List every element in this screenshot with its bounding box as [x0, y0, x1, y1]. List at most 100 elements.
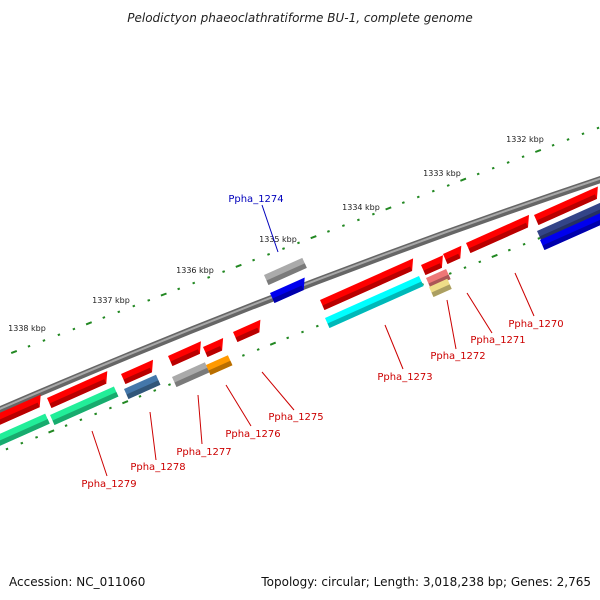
gene-features	[0, 186, 600, 446]
minor-tick	[57, 333, 61, 337]
gene-pink-1272[interactable]	[426, 269, 451, 288]
ruler-label-1334: 1334 kbp	[342, 203, 380, 212]
minor-tick	[256, 348, 260, 351]
gene-red-left[interactable]	[0, 394, 41, 425]
gene-ppha-1271[interactable]	[443, 245, 462, 264]
leader-ppha-1270	[514, 272, 535, 317]
genome-backbone	[0, 175, 600, 414]
minor-tick	[551, 143, 555, 147]
minor-tick	[72, 327, 76, 331]
minor-tick	[286, 336, 290, 340]
gene-yellow-1272[interactable]	[429, 278, 452, 297]
genome-summary-text: Topology: circular; Length: 3,018,238 bp…	[260, 575, 591, 589]
minor-tick	[117, 310, 121, 314]
minor-tick	[507, 248, 511, 252]
minor-tick	[596, 126, 600, 130]
minor-tick	[371, 212, 375, 216]
minor-tick	[20, 441, 24, 445]
minor-tick	[79, 418, 83, 422]
minor-tick	[64, 424, 68, 427]
major-tick	[269, 341, 277, 346]
minor-tick	[42, 339, 46, 342]
leader-ppha-1273	[384, 324, 404, 370]
gene-ppha-1279[interactable]	[47, 371, 108, 408]
gene-ppha-1276[interactable]	[203, 338, 224, 357]
minor-tick	[401, 201, 405, 205]
gene-label-ppha-1274[interactable]: Ppha_1274	[228, 194, 283, 205]
gene-label-ppha-1273[interactable]: Ppha_1273	[377, 372, 432, 383]
minor-tick	[356, 218, 360, 222]
ruler-label-1338: 1338 kbp	[8, 324, 46, 333]
gene-ppha-1273[interactable]	[320, 258, 414, 310]
gene-ppha-1270[interactable]	[466, 214, 529, 253]
minor-tick	[448, 272, 452, 275]
gene-label-ppha-1276[interactable]: Ppha_1276	[225, 429, 280, 440]
minor-tick	[168, 383, 171, 387]
major-tick	[10, 349, 18, 355]
gene-grey-1277[interactable]	[172, 362, 210, 387]
minor-tick	[5, 447, 9, 451]
minor-tick	[315, 324, 319, 328]
major-tick	[460, 177, 467, 182]
minor-tick	[132, 304, 136, 308]
gene-ppha-1272[interactable]	[421, 255, 443, 275]
map-title: Pelodictyon phaeoclathratiforme BU-1, co…	[127, 11, 473, 25]
gene-label-ppha-1271[interactable]: Ppha_1271	[470, 335, 525, 346]
minor-tick	[138, 394, 142, 398]
gene-label-ppha-1272[interactable]: Ppha_1272	[430, 351, 485, 362]
ruler-labels: 1332 kbp 1333 kbp 1334 kbp 1335 kbp 1336…	[8, 135, 544, 333]
outer-tick-track	[10, 126, 600, 355]
gene-labels: Ppha_1270 Ppha_1271 Ppha_1272 Ppha_1273 …	[81, 194, 563, 490]
ruler-label-1337: 1337 kbp	[92, 296, 130, 305]
minor-tick	[463, 266, 467, 270]
gene-label-ppha-1278[interactable]: Ppha_1278	[130, 462, 185, 473]
gene-ppha-1275[interactable]	[233, 319, 261, 342]
accession-text: Accession: NC_011060	[9, 575, 145, 589]
gene-steel-1278[interactable]	[124, 374, 161, 399]
minor-tick	[241, 354, 245, 357]
minor-tick	[177, 287, 181, 291]
ruler-label-1336: 1336 kbp	[176, 266, 214, 275]
minor-tick	[416, 195, 420, 199]
gene-cyan-1273[interactable]	[325, 276, 424, 328]
gene-ppha-1274-grey[interactable]	[264, 257, 307, 285]
gene-navy-right[interactable]	[537, 202, 600, 242]
leader-lines	[91, 204, 535, 477]
major-tick	[85, 321, 93, 326]
minor-tick	[431, 189, 435, 193]
major-tick	[160, 292, 167, 297]
minor-tick	[27, 344, 31, 348]
minor-tick	[102, 316, 106, 319]
minor-tick	[153, 389, 157, 392]
gene-blue-right[interactable]	[540, 212, 600, 250]
gene-ppha-1274-blue[interactable]	[270, 277, 305, 304]
minor-tick	[207, 275, 211, 279]
minor-tick	[282, 247, 286, 250]
leader-ppha-1279	[91, 430, 108, 477]
major-tick	[235, 263, 242, 268]
minor-tick	[341, 224, 345, 228]
gene-label-ppha-1279[interactable]: Ppha_1279	[81, 479, 136, 490]
leader-ppha-1272	[446, 299, 457, 350]
gene-label-ppha-1275[interactable]: Ppha_1275	[268, 412, 323, 423]
major-tick	[385, 206, 392, 211]
ruler-label-1335: 1335 kbp	[259, 235, 297, 244]
minor-tick	[267, 252, 271, 256]
minor-tick	[192, 281, 196, 285]
gene-red-right[interactable]	[534, 186, 598, 226]
gene-ppha-1278[interactable]	[121, 359, 153, 384]
leader-ppha-1276	[225, 384, 252, 427]
gene-ppha-1277[interactable]	[168, 341, 201, 366]
gene-green-1279[interactable]	[50, 386, 119, 426]
gene-label-ppha-1277[interactable]: Ppha_1277	[176, 447, 231, 458]
gene-orange-1276[interactable]	[206, 355, 233, 375]
minor-tick	[581, 132, 585, 136]
minor-tick	[301, 330, 304, 334]
leader-ppha-1275	[261, 371, 295, 411]
gene-label-ppha-1270[interactable]: Ppha_1270	[508, 319, 563, 330]
minor-tick	[252, 258, 256, 262]
leader-ppha-1277	[197, 394, 203, 445]
gene-green-left[interactable]	[0, 413, 50, 446]
minor-tick	[446, 184, 450, 187]
